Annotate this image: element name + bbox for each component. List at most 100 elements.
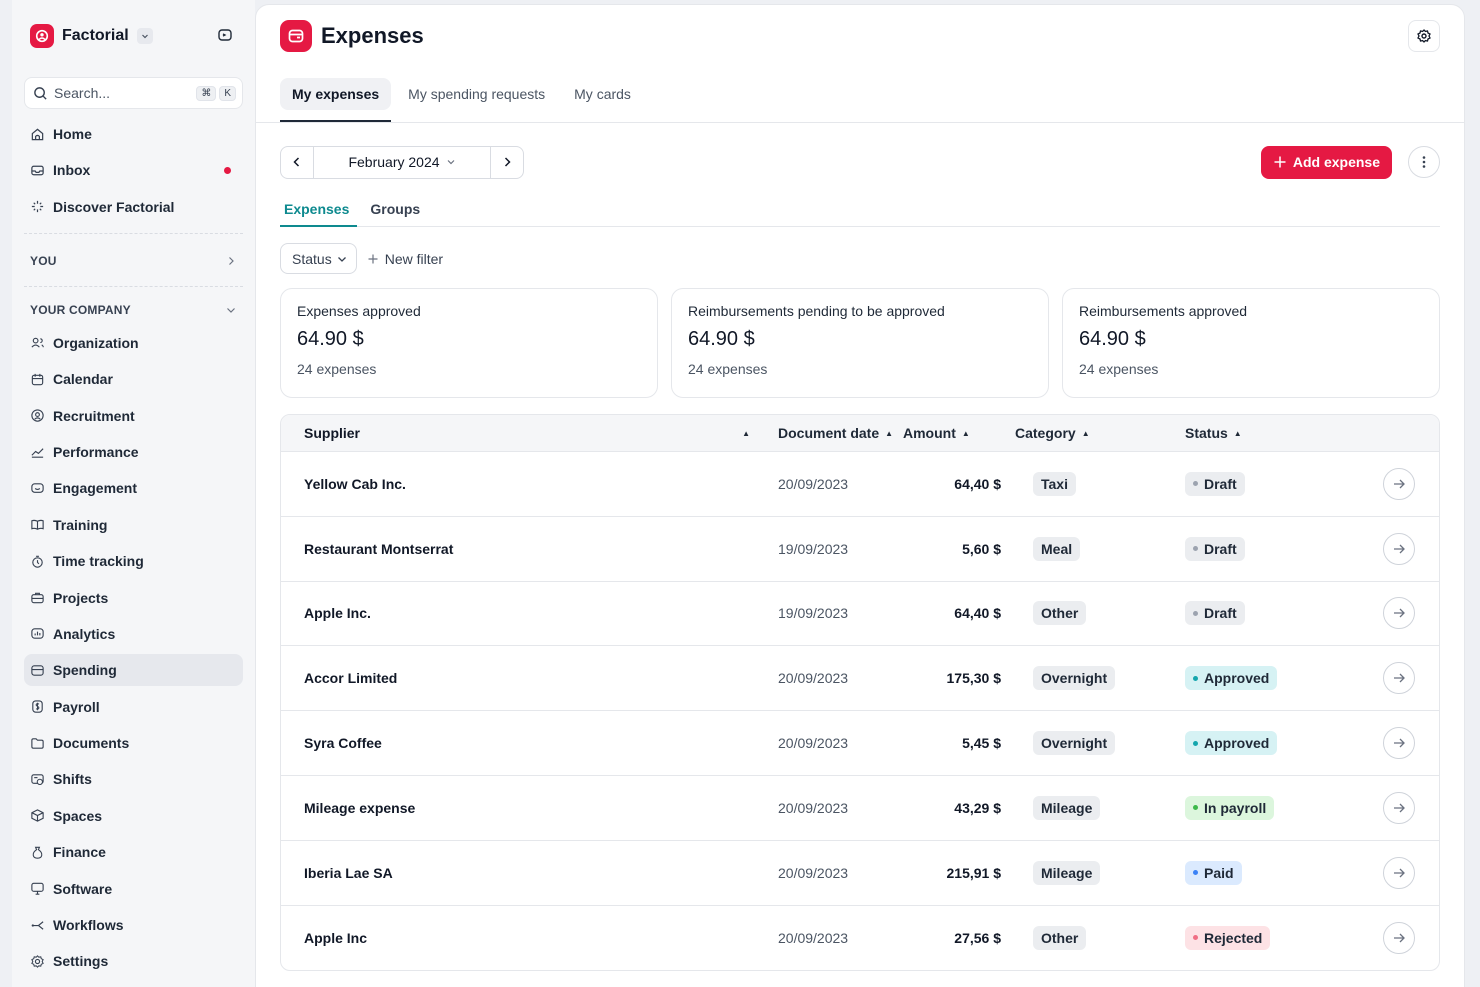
tab-my-cards[interactable]: My cards	[574, 86, 631, 102]
sidebar-item-projects[interactable]: Projects	[24, 582, 243, 614]
table-row[interactable]: Restaurant Montserrat 19/09/2023 5,60 $ …	[281, 517, 1439, 582]
k-key: K	[219, 85, 236, 101]
column-label: Document date	[778, 425, 880, 441]
sidebar-item-training[interactable]: Training	[24, 509, 243, 541]
status-cell: In payroll	[1181, 795, 1351, 820]
sidebar-item-engagement[interactable]: Engagement	[24, 472, 243, 504]
open-expense-button[interactable]	[1383, 532, 1415, 565]
sidebar-item-software[interactable]: Software	[24, 873, 243, 905]
calendar-icon	[31, 373, 44, 385]
column-document-date[interactable]: Document date ▲	[751, 425, 901, 441]
amount-cell: 5,45 $	[962, 735, 1001, 752]
subtab-expenses[interactable]: Expenses	[280, 193, 358, 227]
column-amount[interactable]: Amount ▲	[901, 425, 1005, 441]
table-row[interactable]: Mileage expense 20/09/2023 43,29 $ Milea…	[281, 776, 1439, 841]
search-icon	[34, 86, 47, 100]
new-filter-button[interactable]: New filter	[367, 251, 443, 267]
open-expense-button[interactable]	[1383, 791, 1415, 824]
period-selector: February 2024	[280, 145, 524, 179]
sidebar-item-shifts[interactable]: Shifts	[24, 763, 243, 795]
sidebar-item-performance[interactable]: Performance	[24, 436, 243, 468]
sidebar-item-calendar[interactable]: Calendar	[24, 363, 243, 395]
open-expense-button[interactable]	[1383, 597, 1415, 630]
table-row[interactable]: Accor Limited 20/09/2023 175,30 $ Overni…	[281, 646, 1439, 712]
column-label: Amount	[903, 425, 956, 441]
divider	[24, 285, 243, 287]
analytics-icon	[31, 628, 44, 640]
sidebar-item-analytics[interactable]: Analytics	[24, 618, 243, 650]
category-cell: Overnight	[1001, 666, 1181, 691]
supplier-cell: Accor Limited	[304, 670, 398, 687]
open-expense-button[interactable]	[1383, 662, 1415, 695]
subtab-groups[interactable]: Groups	[370, 201, 421, 217]
document-date-cell: 20/09/2023	[778, 670, 849, 687]
period-label: February 2024	[348, 154, 440, 170]
more-options-button[interactable]	[1408, 146, 1440, 178]
chevron-down-icon[interactable]	[136, 28, 153, 44]
column-status[interactable]: Status ▲	[1185, 425, 1355, 441]
column-supplier[interactable]: Supplier ▲	[281, 425, 751, 441]
previous-period-button[interactable]	[281, 147, 313, 178]
amount-cell: 64,40 $	[954, 475, 1001, 492]
folder-icon	[31, 737, 44, 749]
supplier-cell: Apple Inc.	[304, 605, 371, 622]
sidebar-item-home[interactable]: Home	[24, 118, 243, 150]
status-label: Paid	[1204, 864, 1234, 881]
status-filter-label: Status	[292, 250, 332, 267]
page-settings-button[interactable]	[1408, 20, 1440, 52]
stat-count: 24 expenses	[1079, 361, 1159, 377]
sidebar-item-organization[interactable]: Organization	[24, 327, 243, 359]
sidebar-item-label: Home	[53, 126, 92, 142]
period-dropdown[interactable]: February 2024	[313, 146, 491, 178]
table-row[interactable]: Iberia Lae SA 20/09/2023 215,91 $ Mileag…	[281, 841, 1439, 906]
sidebar-item-documents[interactable]: Documents	[24, 727, 243, 759]
row-action-cell	[1383, 727, 1415, 760]
sidebar-item-time-tracking[interactable]: Time tracking	[24, 545, 243, 577]
category-cell: Taxi	[1001, 471, 1181, 496]
gear-icon	[1417, 29, 1431, 43]
open-expense-button[interactable]	[1383, 467, 1415, 500]
sidebar-item-label: Spending	[53, 662, 117, 679]
open-expense-button[interactable]	[1383, 727, 1415, 760]
open-expense-button[interactable]	[1383, 921, 1415, 954]
brand-name[interactable]: Factorial	[62, 27, 129, 44]
section-company[interactable]: YOUR COMPANY	[24, 295, 243, 325]
sidebar-item-payroll[interactable]: Payroll	[24, 691, 243, 723]
status-label: Draft	[1204, 605, 1237, 622]
sidebar-item-settings[interactable]: Settings	[24, 945, 243, 977]
main-panel: Expenses My expenses My spending request…	[255, 4, 1465, 987]
sidebar-toggle-icon[interactable]	[217, 27, 235, 45]
sidebar-item-label: Workflows	[53, 917, 124, 934]
status-filter-dropdown[interactable]: Status	[280, 243, 357, 274]
recruitment-icon	[31, 409, 44, 422]
column-category[interactable]: Category ▲	[1005, 425, 1185, 441]
factorial-logo-icon[interactable]	[30, 24, 54, 48]
organization-icon	[31, 338, 44, 348]
add-expense-button[interactable]: Add expense	[1260, 145, 1392, 179]
next-period-button[interactable]	[491, 147, 523, 178]
sidebar-item-inbox[interactable]: Inbox	[24, 154, 243, 186]
table-row[interactable]: Apple Inc. 19/09/2023 64,40 $ Other Draf…	[281, 582, 1439, 647]
tab-my-spending-requests[interactable]: My spending requests	[408, 86, 546, 102]
sidebar-item-workflows[interactable]: Workflows	[24, 909, 243, 941]
wallet-icon	[31, 665, 44, 676]
category-cell: Mileage	[1001, 860, 1181, 885]
supplier-cell: Syra Coffee	[304, 735, 382, 752]
sidebar-item-recruitment[interactable]: Recruitment	[24, 400, 243, 432]
tab-my-expenses[interactable]: My expenses	[280, 78, 392, 122]
status-cell: Approved	[1181, 731, 1351, 756]
status-dot	[1193, 805, 1198, 811]
sidebar-item-finance[interactable]: Finance	[24, 836, 243, 868]
table-row[interactable]: Yellow Cab Inc. 20/09/2023 64,40 $ Taxi …	[281, 452, 1439, 517]
table-row[interactable]: Apple Inc 20/09/2023 27,56 $ Other Rejec…	[281, 906, 1439, 971]
table-row[interactable]: Syra Coffee 20/09/2023 5,45 $ Overnight …	[281, 711, 1439, 776]
sidebar-item-discover[interactable]: Discover Factorial	[24, 191, 243, 223]
open-expense-button[interactable]	[1383, 856, 1415, 889]
section-you[interactable]: YOU	[24, 246, 243, 276]
amount-cell: 64,40 $	[954, 605, 1001, 622]
sidebar-item-spending[interactable]: Spending	[24, 654, 243, 687]
sidebar-item-spaces[interactable]: Spaces	[24, 800, 243, 832]
arrow-right-icon	[1394, 609, 1405, 618]
status-label: In payroll	[1204, 799, 1267, 816]
search-input[interactable]: Search... ⌘ K	[24, 77, 243, 109]
